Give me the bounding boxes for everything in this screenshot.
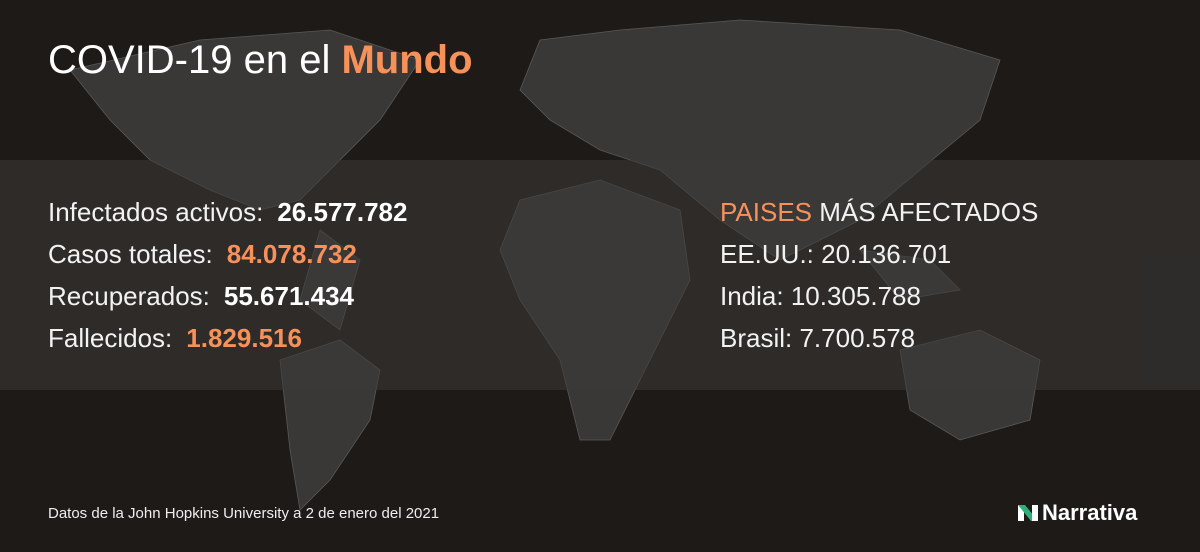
stats-band bbox=[0, 160, 1200, 390]
most-affected-countries: PAISES MÁS AFECTADOS EE.UU.: 20.136.701 … bbox=[720, 195, 1038, 363]
country-item: EE.UU.: 20.136.701 bbox=[720, 239, 952, 269]
title-highlight: Mundo bbox=[341, 38, 473, 82]
title-prefix: COVID-19 en el bbox=[48, 38, 331, 82]
country-item: Brasil: 7.700.578 bbox=[720, 323, 916, 353]
stat-label: Fallecidos: bbox=[48, 323, 173, 353]
stat-label: Recuperados: bbox=[48, 281, 210, 311]
heading-rest: MÁS AFECTADOS bbox=[819, 197, 1039, 227]
stat-active: Infectados activos: 26.577.782 bbox=[48, 195, 407, 237]
stat-total: Casos totales: 84.078.732 bbox=[48, 237, 407, 279]
source-note: Datos de la John Hopkins University a 2 … bbox=[48, 505, 440, 522]
countries-heading: PAISES MÁS AFECTADOS bbox=[720, 195, 1038, 237]
stat-label: Casos totales: bbox=[48, 239, 213, 269]
stat-value: 26.577.782 bbox=[277, 197, 408, 227]
stat-label: Infectados activos: bbox=[48, 197, 264, 227]
logo-text: Narrativa bbox=[1042, 500, 1138, 525]
narrativa-logo: Narrativa bbox=[1016, 500, 1137, 526]
stat-value: 55.671.434 bbox=[223, 281, 355, 311]
stat-value: 1.829.516 bbox=[186, 323, 302, 353]
narrativa-logo-icon bbox=[1018, 505, 1038, 521]
country-item: India: 10.305.788 bbox=[720, 281, 921, 311]
stat-value: 84.078.732 bbox=[226, 239, 357, 269]
world-stats: Infectados activos: 26.577.782 Casos tota… bbox=[48, 195, 407, 363]
heading-highlight: PAISES bbox=[720, 197, 813, 227]
stat-recovered: Recuperados: 55.671.434 bbox=[48, 279, 407, 321]
page-title: COVID-19 en el Mundo bbox=[48, 38, 473, 83]
stat-deaths: Fallecidos: 1.829.516 bbox=[48, 321, 407, 363]
